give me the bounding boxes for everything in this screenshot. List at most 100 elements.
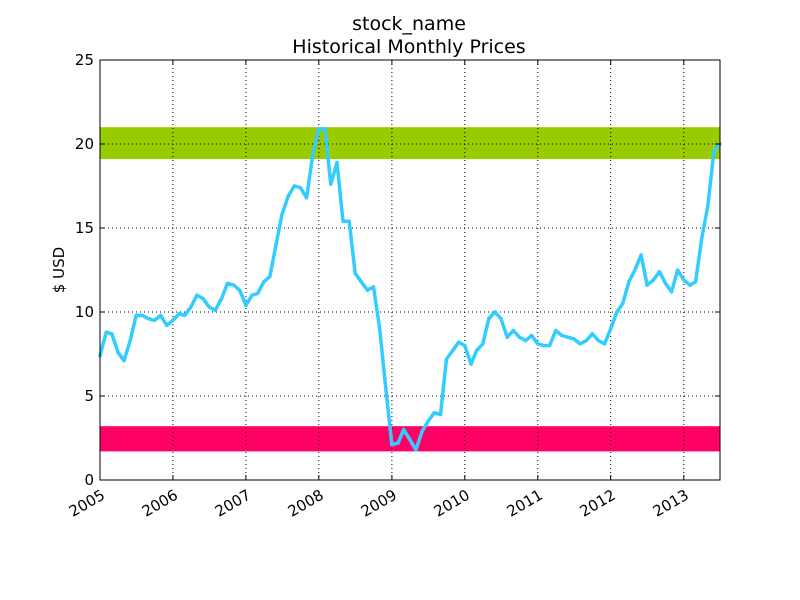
- data-point: [408, 438, 412, 442]
- data-point: [274, 243, 278, 247]
- data-point: [213, 308, 217, 312]
- data-point: [378, 327, 382, 331]
- data-point: [207, 305, 211, 309]
- data-point: [262, 280, 266, 284]
- data-point: [390, 443, 394, 447]
- data-point: [547, 343, 552, 348]
- data-point: [255, 291, 260, 296]
- data-point: [171, 318, 175, 323]
- data-point: [706, 204, 710, 208]
- data-point: [590, 332, 594, 336]
- data-point: [122, 359, 126, 363]
- data-point: [688, 283, 692, 287]
- y-axis-label: $ USD: [50, 247, 68, 293]
- y-tick-label: 25: [75, 51, 94, 69]
- data-point: [146, 317, 151, 321]
- data-point: [523, 338, 528, 343]
- data-point: [365, 288, 370, 292]
- data-point: [457, 340, 461, 344]
- data-point: [602, 342, 607, 346]
- series-layer: [98, 127, 722, 452]
- data-point: [529, 333, 534, 338]
- data-point: [286, 194, 290, 198]
- data-point: [359, 280, 363, 284]
- data-point: [493, 310, 497, 314]
- data-point: [323, 127, 327, 131]
- data-point: [219, 296, 224, 301]
- y-tick-label: 10: [75, 303, 94, 321]
- data-point: [651, 278, 655, 282]
- data-point: [657, 270, 662, 274]
- data-point: [310, 154, 315, 158]
- data-point: [110, 332, 114, 336]
- y-tick-label: 5: [84, 387, 94, 405]
- data-point: [225, 281, 230, 286]
- chart-title: stock_name: [352, 13, 466, 35]
- data-point: [335, 160, 339, 165]
- data-point: [244, 303, 248, 307]
- data-point: [165, 323, 169, 328]
- data-point: [499, 317, 503, 321]
- data-point: [159, 313, 163, 318]
- y-tick-label: 15: [75, 219, 94, 237]
- data-point: [669, 290, 674, 294]
- data-point: [292, 184, 297, 188]
- data-point: [426, 419, 430, 423]
- data-point: [250, 293, 254, 297]
- data-point: [432, 411, 436, 415]
- data-point: [505, 335, 509, 339]
- data-point: [268, 275, 272, 279]
- data-point: [402, 427, 406, 432]
- data-point: [347, 219, 351, 223]
- data-point: [663, 281, 668, 286]
- data-point: [712, 149, 716, 153]
- data-point: [304, 196, 309, 200]
- data-point: [578, 342, 582, 346]
- data-point: [317, 127, 321, 131]
- data-point: [693, 280, 698, 284]
- data-point: [451, 348, 455, 353]
- data-point: [572, 337, 576, 341]
- data-point: [104, 330, 108, 334]
- data-point: [371, 285, 376, 289]
- data-point: [444, 357, 449, 361]
- data-point: [438, 412, 443, 417]
- data-point: [542, 343, 546, 348]
- data-point: [517, 335, 522, 339]
- data-point: [700, 236, 704, 240]
- data-point: [396, 441, 400, 445]
- y-tick-label: 20: [75, 135, 94, 153]
- data-point: [675, 268, 680, 272]
- data-point: [633, 268, 637, 272]
- data-point: [621, 301, 625, 306]
- data-point: [469, 362, 473, 366]
- data-point: [183, 313, 187, 318]
- chart-subtitle: Historical Monthly Prices: [292, 36, 525, 58]
- data-point: [474, 348, 479, 353]
- data-point: [481, 342, 485, 346]
- data-point: [128, 338, 132, 343]
- data-point: [487, 317, 491, 321]
- band-0: [100, 127, 720, 160]
- data-point: [353, 271, 357, 276]
- data-point: [177, 312, 181, 316]
- data-point: [116, 350, 120, 354]
- data-point: [195, 293, 199, 297]
- data-point: [639, 253, 643, 257]
- data-point: [329, 182, 333, 186]
- data-point: [566, 335, 570, 339]
- data-point: [134, 313, 138, 318]
- data-point: [609, 327, 613, 331]
- data-point: [511, 328, 516, 333]
- plot-frame: [99, 59, 721, 481]
- data-point: [615, 310, 619, 314]
- data-point: [560, 333, 564, 338]
- data-point: [554, 328, 558, 333]
- data-point: [682, 278, 686, 282]
- data-point: [280, 212, 284, 217]
- data-point: [645, 283, 649, 287]
- data-point: [463, 343, 467, 348]
- data-point: [152, 318, 157, 323]
